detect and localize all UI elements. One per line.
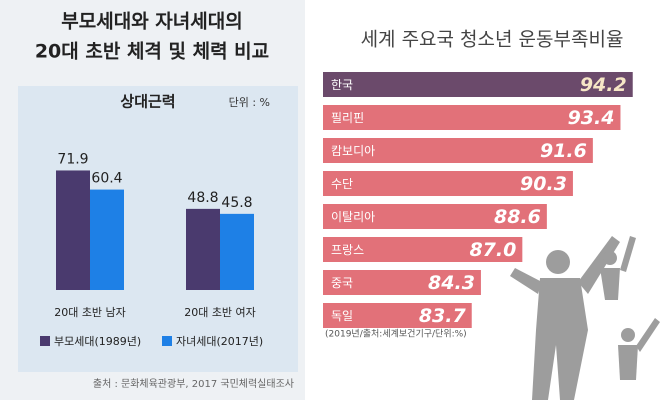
figure-decoration (510, 236, 660, 400)
source-note: 출처 : 문화체육관광부, 2017 국민체력실태조사 (93, 378, 294, 390)
y-tick-label: 수단 (331, 177, 353, 191)
data-label: 88.6 (494, 206, 541, 228)
legend-label: 자녀세대(2017년) (176, 335, 263, 348)
legend-swatch (40, 336, 50, 346)
bar (323, 270, 481, 295)
bar (323, 204, 547, 229)
right-panel (315, 0, 670, 400)
bar (323, 138, 593, 163)
x-tick-label: 20대 초반 여자 (184, 306, 256, 319)
legend-label: 부모세대(1989년) (54, 335, 141, 348)
bar (90, 189, 124, 290)
data-label: 93.4 (568, 107, 615, 129)
bar (56, 170, 90, 290)
unit-note: 단위 : % (229, 96, 270, 109)
bar (186, 208, 220, 290)
data-label: 71.9 (57, 151, 88, 167)
y-tick-label: 독일 (331, 309, 353, 323)
bar (220, 213, 254, 290)
bar (323, 171, 573, 196)
x-tick-label: 20대 초반 남자 (54, 306, 126, 319)
y-tick-label: 프랑스 (331, 243, 364, 257)
data-label: 87.0 (469, 239, 516, 261)
data-label: 48.8 (187, 190, 218, 206)
bar (323, 105, 621, 130)
bar (323, 72, 633, 97)
data-label: 94.2 (580, 74, 627, 96)
y-tick-label: 이탈리아 (331, 210, 375, 224)
y-tick-label: 캄보디아 (331, 144, 375, 158)
y-tick-label: 중국 (331, 276, 353, 290)
data-label: 90.3 (520, 173, 567, 195)
left-subtitle: 상대근력 (120, 93, 175, 111)
left-title: 부모세대와 자녀세대의 (61, 11, 242, 33)
bar (323, 303, 472, 328)
right-title: 세계 주요국 청소년 운동부족비율 (361, 29, 624, 51)
bar (323, 237, 523, 262)
y-tick-label: 한국 (331, 78, 353, 92)
y-tick-label: 필리핀 (331, 111, 364, 125)
data-label: 45.8 (221, 195, 252, 211)
data-label: 83.7 (419, 305, 467, 327)
data-label: 60.4 (91, 171, 122, 187)
legend-swatch (162, 336, 172, 346)
left-title: 20대 초반 체격 및 체력 비교 (35, 41, 269, 63)
data-label: 91.6 (540, 140, 587, 162)
data-label: 84.3 (428, 272, 475, 294)
source-note: (2019년/출처:세계보건기구/단위:%) (325, 328, 467, 340)
